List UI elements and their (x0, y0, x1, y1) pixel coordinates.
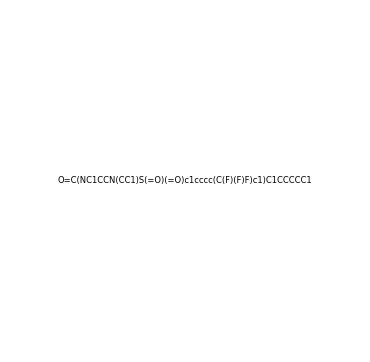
Text: O=C(NC1CCN(CC1)S(=O)(=O)c1cccc(C(F)(F)F)c1)C1CCCCC1: O=C(NC1CCN(CC1)S(=O)(=O)c1cccc(C(F)(F)F)… (58, 177, 312, 185)
